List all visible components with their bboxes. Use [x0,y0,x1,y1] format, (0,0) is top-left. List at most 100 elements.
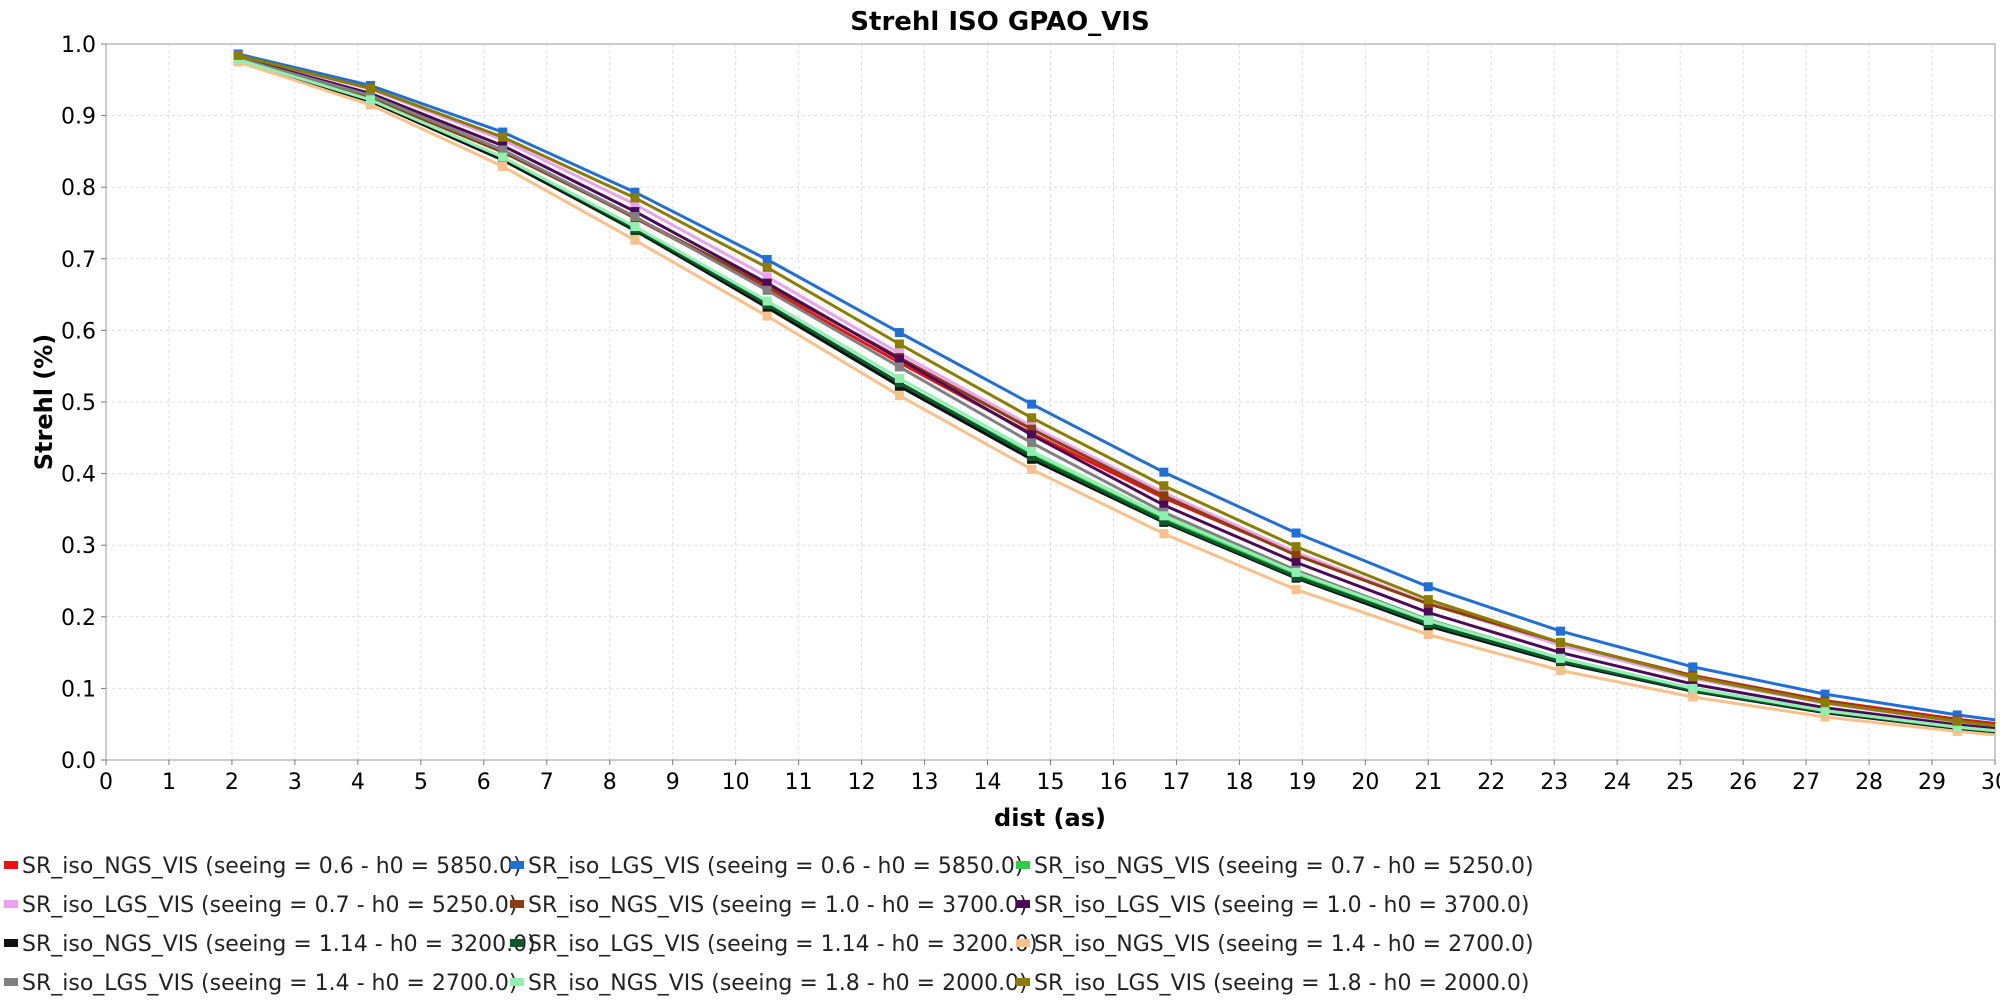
data-point [365,83,375,93]
y-tick-label: 0.6 [61,319,96,344]
data-point [1688,672,1698,682]
data-point [1027,464,1037,474]
data-point [762,272,772,282]
data-point [894,391,904,401]
legend-item: SR_iso_LGS_VIS (seeing = 1.4 - h0 = 2700… [4,971,517,996]
data-point [1952,716,1962,726]
x-tick-label: 7 [540,770,554,795]
data-point [1820,706,1830,716]
x-tick-label: 3 [288,770,302,795]
legend-label: SR_iso_LGS_VIS (seeing = 0.6 - h0 = 5850… [528,854,1023,879]
x-axis: 0 1 2 3 4 5 6 7 8 9 10 11 12 13 14 15 16 17 18 19 20 21 22 23 24… [99,760,2000,795]
legend-item: SR_iso_NGS_VIS (seeing = 0.6 - h0 = 5850… [4,854,522,879]
data-point [1159,500,1169,510]
x-tick-label: 4 [351,770,365,795]
data-point [762,285,772,295]
series-lines [233,49,1996,737]
grid [105,43,1996,761]
data-point [498,161,508,171]
legend-swatch [510,861,524,869]
y-tick-label: 1.0 [61,33,96,58]
x-tick-label: 24 [1603,770,1631,795]
data-point [630,199,640,209]
data-point [1820,698,1830,708]
data-point [498,145,508,155]
data-point [1159,467,1169,477]
legend-label: SR_iso_NGS_VIS (seeing = 1.4 - h0 = 2700… [1034,932,1534,957]
x-tick-label: 26 [1729,770,1757,795]
legend-label: SR_iso_NGS_VIS (seeing = 1.0 - h0 = 3700… [528,893,1028,918]
y-axis: 0.0 0.1 0.2 0.3 0.4 0.5 0.6 0.7 0.8 0.9 1.0 [61,33,106,774]
data-point [1159,491,1169,501]
legend-item: SR_iso_LGS_VIS (seeing = 1.14 - h0 = 320… [510,932,1037,957]
legend-swatch [510,978,524,986]
data-point [1820,689,1830,699]
x-tick-label: 10 [722,770,750,795]
data-point [630,212,640,222]
legend-label: SR_iso_NGS_VIS (seeing = 1.8 - h0 = 2000… [528,971,1028,996]
legend-item: SR_iso_LGS_VIS (seeing = 1.8 - h0 = 2000… [1016,971,1529,996]
x-tick-label: 19 [1288,770,1316,795]
legend-swatch [4,939,18,947]
legend: SR_iso_NGS_VIS (seeing = 0.6 - h0 = 5850… [4,854,1534,996]
legend-swatch [4,900,18,908]
x-tick-label: 29 [1918,770,1946,795]
y-tick-label: 0.1 [61,677,96,702]
data-point [762,255,772,265]
data-point [1556,666,1566,675]
x-tick-label: 16 [1099,770,1127,795]
data-point [1952,710,1962,720]
legend-swatch [4,861,18,869]
x-tick-label: 18 [1225,770,1253,795]
data-point [1027,430,1037,440]
legend-item: SR_iso_LGS_VIS (seeing = 0.7 - h0 = 5250… [4,893,517,918]
data-point [762,296,772,306]
legend-item: SR_iso_LGS_VIS (seeing = 0.6 - h0 = 5850… [510,854,1023,879]
legend-item: SR_iso_NGS_VIS (seeing = 1.4 - h0 = 2700… [1016,932,1534,957]
legend-label: SR_iso_NGS_VIS (seeing = 1.14 - h0 = 320… [22,932,536,957]
legend-label: SR_iso_LGS_VIS (seeing = 1.14 - h0 = 320… [528,932,1037,957]
series-7 [233,55,1996,733]
data-point [365,100,375,110]
x-tick-label: 14 [974,770,1002,795]
legend-swatch [510,939,524,947]
legend-label: SR_iso_LGS_VIS (seeing = 1.8 - h0 = 2000… [1034,971,1529,996]
y-tick-label: 0.5 [61,391,96,416]
data-point [498,132,508,142]
legend-label: SR_iso_LGS_VIS (seeing = 1.4 - h0 = 2700… [22,971,517,996]
data-point [1556,626,1566,636]
series-6 [233,55,1996,734]
data-point [630,207,640,217]
data-point [1027,413,1037,423]
data-point [1423,615,1433,625]
data-point [762,311,772,321]
x-tick-label: 5 [414,770,428,795]
x-tick-label: 0 [99,770,113,795]
data-point [630,187,640,197]
data-point [1159,481,1169,491]
x-tick-label: 11 [785,770,813,795]
data-point [1556,648,1566,658]
data-point [1423,630,1433,640]
data-point [1688,692,1698,702]
x-tick-label: 17 [1162,770,1190,795]
data-point [1291,528,1301,538]
data-point [1159,511,1169,521]
x-tick-label: 23 [1540,770,1568,795]
y-tick-label: 0.0 [61,749,96,774]
data-point [1688,662,1698,672]
x-tick-label: 22 [1477,770,1505,795]
x-tick-label: 25 [1666,770,1694,795]
data-point [1291,542,1301,552]
x-tick-label: 15 [1037,770,1065,795]
x-tick-label: 30 [1981,770,2000,795]
x-tick-label: 6 [477,770,491,795]
legend-swatch [1016,861,1030,869]
legend-item: SR_iso_NGS_VIS (seeing = 0.7 - h0 = 5250… [1016,854,1534,879]
x-tick-label: 20 [1351,770,1379,795]
legend-label: SR_iso_LGS_VIS (seeing = 1.0 - h0 = 3700… [1034,893,1529,918]
x-tick-label: 1 [162,770,176,795]
data-point [1423,595,1433,605]
y-tick-label: 0.4 [61,463,96,488]
data-point [1291,567,1301,577]
